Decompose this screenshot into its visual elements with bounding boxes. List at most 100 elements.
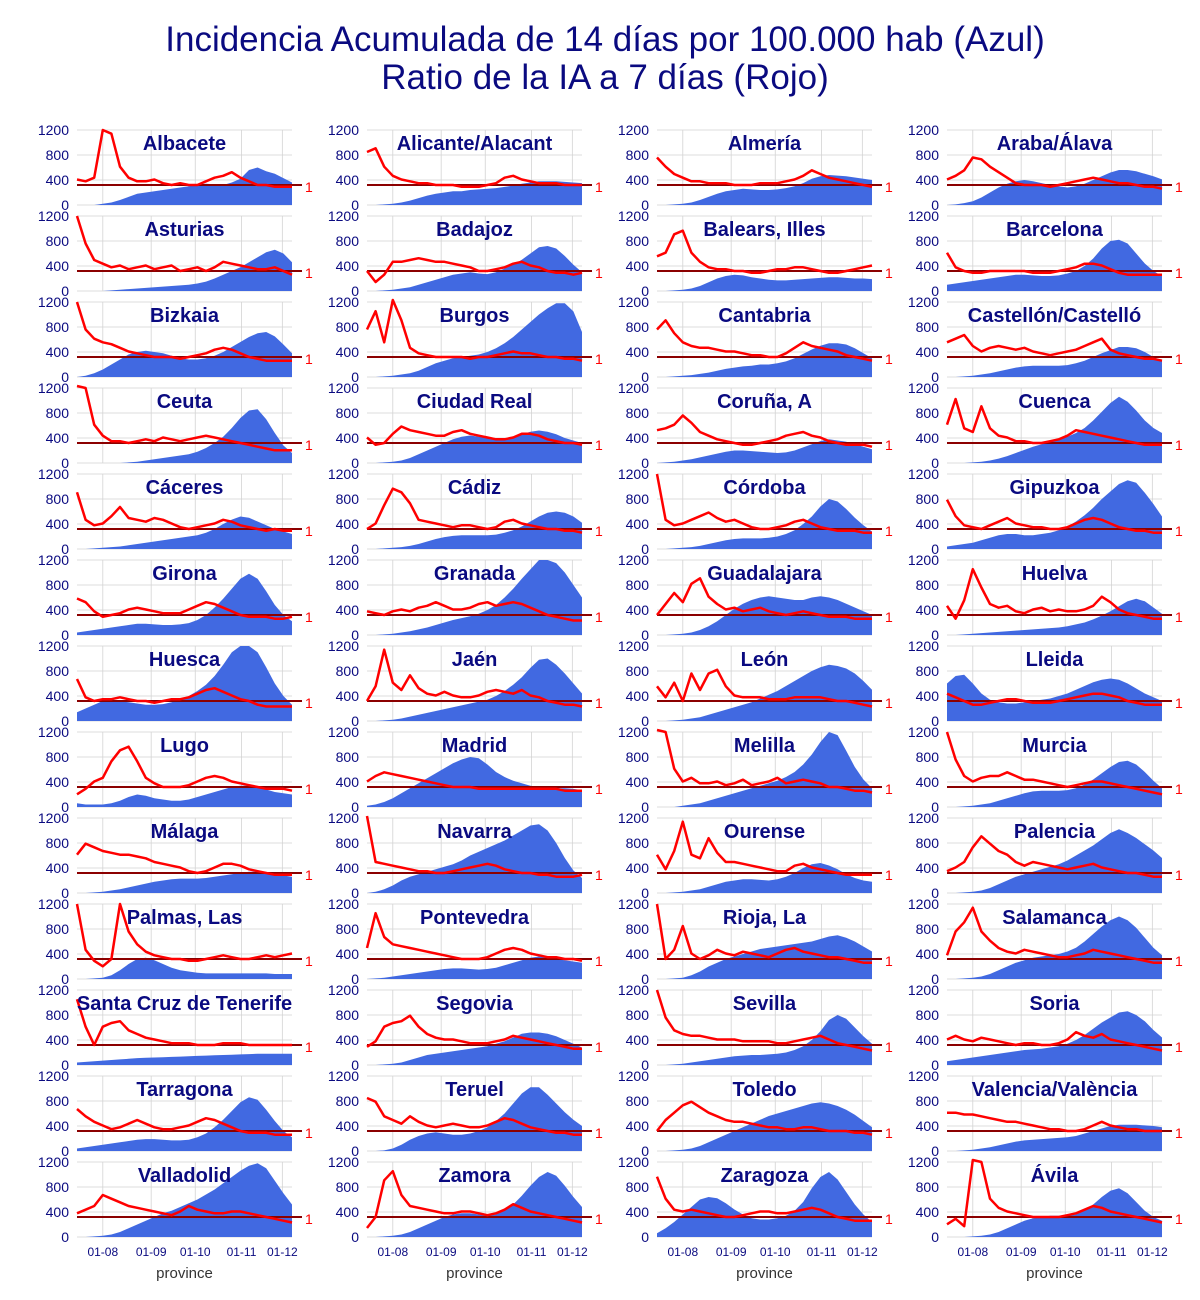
y-tick-label: 400 bbox=[916, 258, 940, 274]
panel-title: Lugo bbox=[160, 735, 209, 757]
y-tick-label: 0 bbox=[931, 799, 939, 815]
panel-title: Lleida bbox=[1026, 649, 1085, 671]
y-tick-label: 800 bbox=[336, 921, 360, 937]
ratio-line bbox=[76, 384, 292, 452]
panel-title: Murcia bbox=[1022, 735, 1087, 757]
ia-area bbox=[947, 1011, 1162, 1065]
ratio-line bbox=[656, 668, 873, 708]
ratio-ref-label: 1 bbox=[1175, 265, 1183, 281]
ratio-ref-label: 1 bbox=[305, 1039, 313, 1055]
ratio-ref-label: 1 bbox=[595, 695, 603, 711]
y-tick-label: 800 bbox=[626, 835, 650, 851]
ratio-line bbox=[365, 648, 583, 708]
y-tick-label: 800 bbox=[916, 921, 940, 937]
ia-area bbox=[77, 249, 292, 291]
ratio-line bbox=[945, 567, 1162, 620]
y-tick-label: 0 bbox=[641, 1143, 649, 1159]
y-tick-label: 0 bbox=[641, 627, 649, 643]
panel: 0 400 800 1200 1 Valladolid 01-08 01-09 01-10 01-… bbox=[38, 1154, 313, 1282]
ratio-line bbox=[76, 1193, 293, 1224]
y-tick-label: 800 bbox=[336, 835, 360, 851]
y-tick-label: 1200 bbox=[38, 552, 69, 568]
y-tick-label: 0 bbox=[61, 627, 69, 643]
y-tick-label: 0 bbox=[351, 627, 359, 643]
y-tick-label: 1200 bbox=[38, 122, 69, 138]
y-tick-label: 0 bbox=[641, 283, 649, 299]
y-tick-label: 400 bbox=[46, 602, 70, 618]
y-tick-label: 400 bbox=[626, 258, 650, 274]
y-tick-label: 400 bbox=[626, 1118, 650, 1134]
ratio-line bbox=[76, 597, 293, 620]
y-tick-label: 1200 bbox=[328, 1068, 359, 1084]
ia-area bbox=[367, 511, 582, 549]
y-tick-label: 0 bbox=[61, 283, 69, 299]
y-tick-label: 800 bbox=[336, 749, 360, 765]
panel-title: Santa Cruz de Tenerife bbox=[77, 993, 292, 1015]
panel-title: Huelva bbox=[1022, 563, 1088, 585]
ratio-ref-label: 1 bbox=[595, 179, 603, 195]
panel: 0 400 800 1200 1 Gipuzkoa bbox=[908, 466, 1183, 557]
y-tick-label: 400 bbox=[626, 602, 650, 618]
x-tick-label: 01-10 bbox=[470, 1245, 501, 1259]
y-tick-label: 1200 bbox=[328, 810, 359, 826]
ia-area bbox=[367, 181, 582, 205]
y-tick-label: 1200 bbox=[38, 1154, 69, 1170]
y-tick-label: 800 bbox=[336, 577, 360, 593]
y-tick-label: 400 bbox=[46, 688, 70, 704]
panel: 0 400 800 1200 1 Rioja, La bbox=[618, 896, 893, 987]
y-tick-label: 0 bbox=[351, 713, 359, 729]
panel-title: Valladolid bbox=[138, 1165, 231, 1187]
ratio-ref-label: 1 bbox=[305, 523, 313, 539]
ratio-ref-label: 1 bbox=[305, 1211, 313, 1227]
y-tick-label: 1200 bbox=[908, 294, 939, 310]
ratio-ref-label: 1 bbox=[885, 867, 893, 883]
x-tick-label: 01-11 bbox=[1097, 1245, 1127, 1259]
ia-area bbox=[657, 1172, 872, 1237]
y-tick-label: 0 bbox=[931, 1057, 939, 1073]
ratio-line bbox=[75, 215, 293, 276]
y-tick-label: 800 bbox=[916, 1007, 940, 1023]
ratio-ref-label: 1 bbox=[595, 609, 603, 625]
ratio-ref-label: 1 bbox=[1175, 953, 1183, 969]
x-tick-label: 01-12 bbox=[847, 1245, 878, 1259]
y-tick-label: 0 bbox=[641, 369, 649, 385]
y-tick-label: 0 bbox=[641, 541, 649, 557]
ratio-ref-label: 1 bbox=[305, 695, 313, 711]
y-tick-label: 800 bbox=[336, 1007, 360, 1023]
y-tick-label: 400 bbox=[336, 258, 360, 274]
y-tick-label: 1200 bbox=[908, 1068, 939, 1084]
y-tick-label: 0 bbox=[351, 971, 359, 987]
panel-title: Ávila bbox=[1031, 1164, 1080, 1187]
y-tick-label: 1200 bbox=[38, 294, 69, 310]
ratio-ref-label: 1 bbox=[885, 953, 893, 969]
y-tick-label: 1200 bbox=[328, 294, 359, 310]
y-tick-label: 1200 bbox=[908, 638, 939, 654]
ratio-line bbox=[365, 298, 583, 362]
y-tick-label: 0 bbox=[931, 1229, 939, 1245]
ratio-line bbox=[75, 301, 292, 362]
ia-area bbox=[657, 863, 872, 893]
y-tick-label: 0 bbox=[61, 1143, 69, 1159]
ia-area bbox=[367, 1087, 582, 1151]
ratio-line bbox=[75, 491, 292, 533]
ratio-ref-label: 1 bbox=[595, 1211, 603, 1227]
ratio-line bbox=[366, 487, 583, 534]
ia-area bbox=[657, 343, 872, 377]
y-tick-label: 400 bbox=[46, 344, 70, 360]
y-tick-label: 1200 bbox=[38, 638, 69, 654]
x-axis-label: province bbox=[156, 1265, 213, 1282]
ia-area bbox=[77, 167, 292, 205]
ia-area bbox=[77, 516, 292, 549]
y-tick-label: 400 bbox=[336, 1118, 360, 1134]
y-tick-label: 400 bbox=[626, 172, 650, 188]
panel-title: Guadalajara bbox=[707, 563, 822, 585]
x-axis-label: province bbox=[1026, 1265, 1083, 1282]
y-tick-label: 800 bbox=[46, 1179, 70, 1195]
y-tick-label: 800 bbox=[336, 319, 360, 335]
ratio-ref-label: 1 bbox=[595, 953, 603, 969]
y-tick-label: 0 bbox=[351, 1143, 359, 1159]
y-tick-label: 400 bbox=[916, 946, 940, 962]
ratio-line bbox=[656, 414, 873, 448]
panel: 0 400 800 1200 1 Almería bbox=[618, 122, 893, 213]
panel-title: Zamora bbox=[438, 1165, 511, 1187]
